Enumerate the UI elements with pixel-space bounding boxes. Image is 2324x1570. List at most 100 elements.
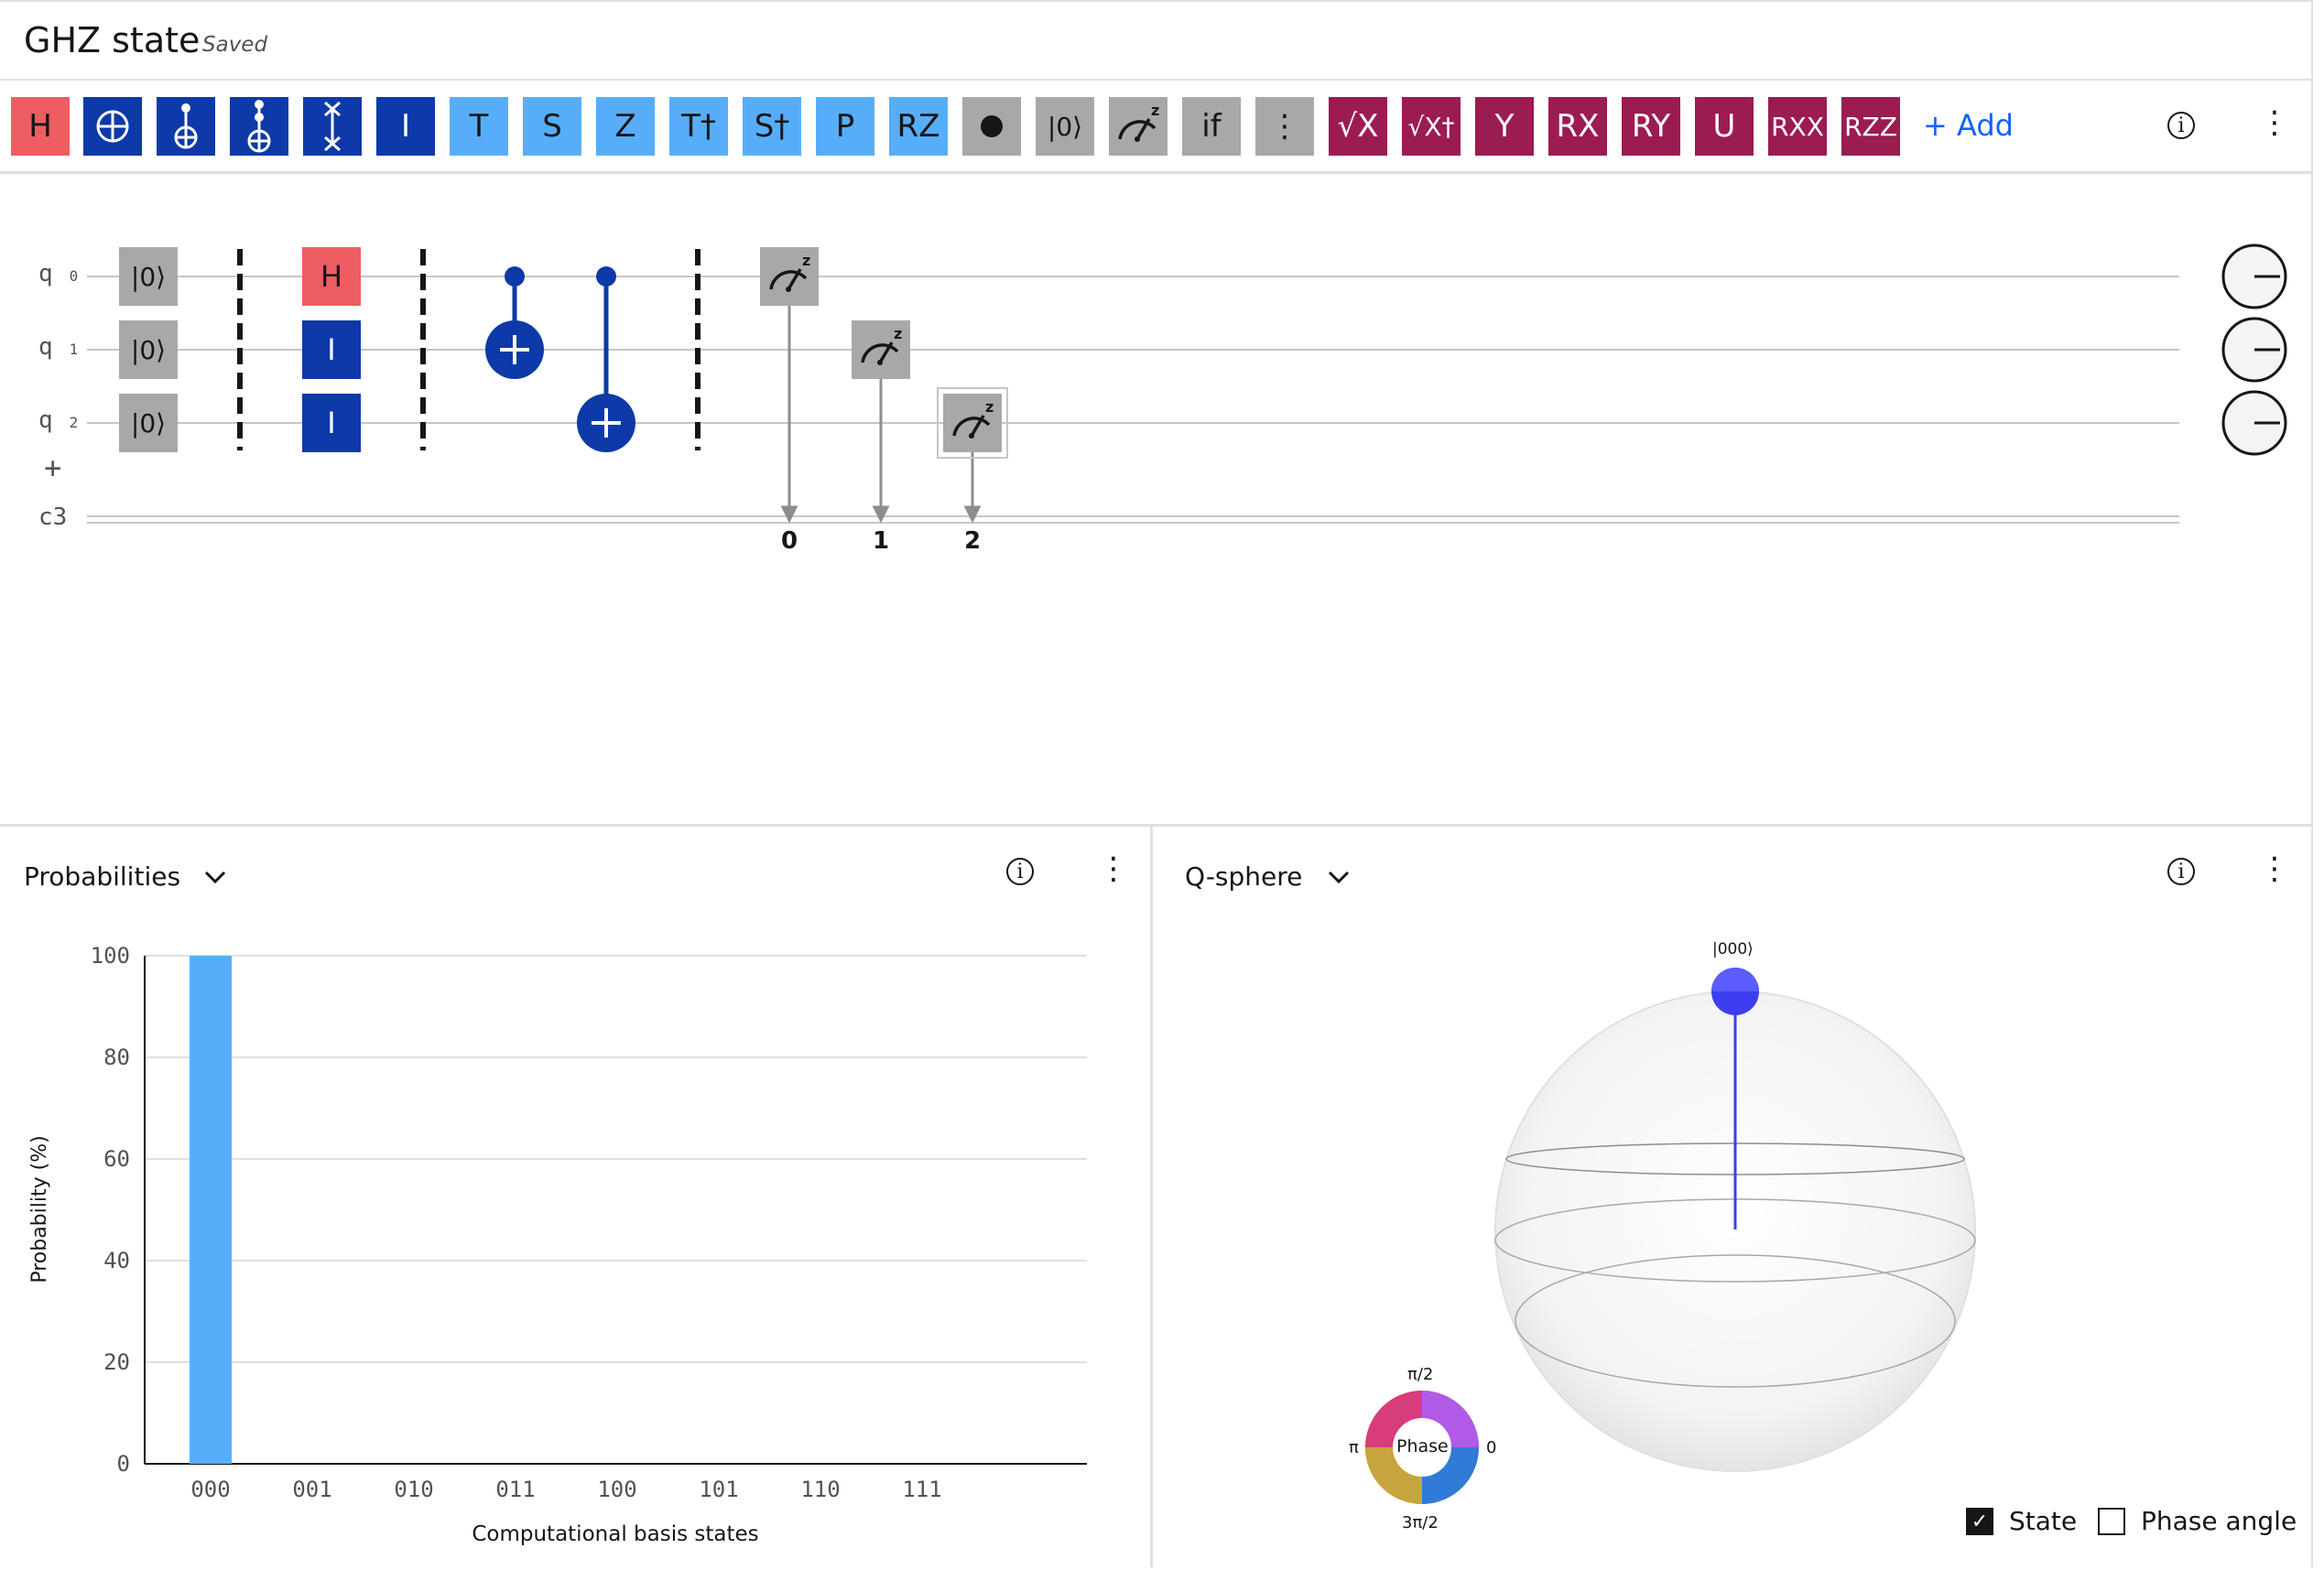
gate-dot-button[interactable] bbox=[962, 97, 1021, 156]
gate-rxx-button[interactable]: RXX bbox=[1768, 97, 1827, 156]
measure-gate-q2[interactable]: z bbox=[943, 394, 1002, 452]
probabilities-panel: Probabilities i ⋮ 0 20 40 60 80 100 000 001 010 0… bbox=[0, 824, 1153, 1567]
gate-ccc-button[interactable] bbox=[230, 97, 288, 156]
gate-sx-button[interactable]: S† bbox=[743, 97, 801, 156]
gate-u-button[interactable]: U bbox=[1695, 97, 1754, 156]
probabilities-dropdown-label[interactable]: Probabilities bbox=[24, 861, 181, 892]
gate-p-button[interactable]: P bbox=[816, 97, 874, 156]
y-tick-label: 100 bbox=[91, 943, 130, 969]
info-icon[interactable]: i bbox=[2167, 112, 2195, 139]
chevron-down-icon[interactable] bbox=[203, 869, 227, 885]
chevron-down-icon[interactable] bbox=[1327, 869, 1351, 885]
measure-gate-q1[interactable]: z bbox=[852, 320, 910, 379]
gate-ry-button[interactable]: RY bbox=[1622, 97, 1680, 156]
gate-x-button[interactable]: ⋮ bbox=[1255, 97, 1314, 156]
classical-bit-index-0: 0 bbox=[781, 527, 798, 555]
svg-text:z: z bbox=[985, 399, 994, 416]
qsphere-visualization bbox=[1365, 968, 1976, 1504]
gate-y-button[interactable]: Y bbox=[1475, 97, 1534, 156]
overflow-menu-icon[interactable]: ⋮ bbox=[1098, 850, 1129, 887]
phase-wheel-title: Phase bbox=[1396, 1436, 1449, 1456]
phase-color-wheel bbox=[1365, 1391, 1479, 1504]
measure-gate-q0[interactable]: z bbox=[760, 247, 819, 306]
x-tick-label: 011 bbox=[495, 1477, 535, 1502]
qsphere-dropdown-label[interactable]: Q-sphere bbox=[1185, 861, 1303, 892]
phase-label-pi: π bbox=[1349, 1438, 1359, 1457]
gate-rzz-button[interactable]: RZZ bbox=[1841, 97, 1900, 156]
info-icon[interactable]: i bbox=[2167, 858, 2195, 885]
x-tick-label: 010 bbox=[394, 1477, 433, 1502]
gate-rz-button[interactable]: RZ bbox=[889, 97, 948, 156]
phase-angle-checkbox-label: Phase angle bbox=[2141, 1506, 2297, 1536]
swap-icon bbox=[312, 99, 353, 154]
overflow-menu-icon[interactable]: ⋮ bbox=[2259, 850, 2290, 887]
hadamard-gate-q0[interactable]: H bbox=[302, 247, 361, 306]
circuit-title[interactable]: GHZ state bbox=[24, 20, 201, 60]
save-status: Saved bbox=[202, 33, 268, 57]
x-tick-label: 100 bbox=[597, 1477, 636, 1502]
x-tick-label: 001 bbox=[292, 1477, 331, 1502]
toffoli-icon bbox=[166, 101, 206, 152]
x-tick-label: 000 bbox=[190, 1477, 230, 1502]
x-tick-label: 111 bbox=[902, 1477, 941, 1502]
classical-bit-index-2: 2 bbox=[964, 527, 982, 555]
identity-gate-q1[interactable]: I bbox=[302, 320, 361, 379]
circuit-canvas bbox=[87, 244, 2287, 524]
gate-rx-button[interactable]: RX bbox=[1548, 97, 1607, 156]
overflow-menu-icon[interactable]: ⋮ bbox=[2259, 104, 2290, 141]
dot-icon bbox=[978, 113, 1005, 140]
gate-toolbar: + Add i ⋮ H I T S Z T† S† P RZ |0⟩ z if ⋮ √X √X† Y RX RY U… bbox=[0, 81, 2313, 174]
svg-text:z: z bbox=[1151, 103, 1159, 119]
y-tick-label: 60 bbox=[103, 1146, 130, 1172]
gate-xxx-button[interactable]: √X† bbox=[1402, 97, 1461, 156]
x-tick-label: 101 bbox=[699, 1477, 738, 1502]
measure-icon: z bbox=[769, 253, 810, 292]
classical-register-label[interactable]: c3 bbox=[38, 503, 68, 531]
x-tick-label: 110 bbox=[800, 1477, 840, 1502]
gate-x0x-button[interactable]: |0⟩ bbox=[1036, 97, 1094, 156]
identity-gate-q2[interactable]: I bbox=[302, 394, 361, 452]
selection-frame bbox=[937, 387, 1008, 459]
y-axis-title: Probability (%) bbox=[28, 1135, 51, 1283]
latitude-ring-2 bbox=[1515, 1254, 1956, 1388]
info-icon[interactable]: i bbox=[1006, 858, 1034, 885]
state-checkbox-label: State bbox=[2009, 1506, 2078, 1536]
measure-icon: z bbox=[952, 399, 994, 439]
gate-cnot-button[interactable] bbox=[83, 97, 142, 156]
gate-i-button[interactable]: I bbox=[376, 97, 435, 156]
y-tick-label: 0 bbox=[117, 1451, 130, 1477]
gate-h-button[interactable]: H bbox=[11, 97, 70, 156]
svg-text:z: z bbox=[802, 253, 810, 269]
measure-icon: z bbox=[1113, 103, 1164, 150]
gate-if-button[interactable]: if bbox=[1182, 97, 1241, 156]
gate-tx-button[interactable]: T† bbox=[669, 97, 728, 156]
gate-z-button[interactable]: Z bbox=[596, 97, 655, 156]
svg-text:z: z bbox=[894, 326, 902, 342]
cnot-gate-q0-q2 bbox=[577, 266, 635, 452]
phase-label-zero: 0 bbox=[1486, 1438, 1497, 1457]
gate-toffoli-button[interactable] bbox=[157, 97, 215, 156]
add-gate-button[interactable]: + Add bbox=[1923, 108, 2014, 143]
state-checkbox[interactable]: ✓ bbox=[1966, 1508, 1993, 1535]
gate-swap-button[interactable] bbox=[303, 97, 362, 156]
reset-gate-q1[interactable]: |0⟩ bbox=[119, 320, 178, 379]
gate-measure-button[interactable]: z bbox=[1109, 97, 1167, 156]
probabilities-chart: 0 20 40 60 80 100 000 001 010 011 100 101 110 111 Comp… bbox=[28, 943, 1087, 1546]
reset-gate-q0[interactable]: |0⟩ bbox=[119, 247, 178, 306]
measure-icon: z bbox=[861, 326, 902, 365]
reset-gate-q2[interactable]: |0⟩ bbox=[119, 394, 178, 452]
gate-xx-button[interactable]: √X bbox=[1329, 97, 1387, 156]
phase-angle-checkbox[interactable] bbox=[2098, 1508, 2125, 1535]
gate-s-button[interactable]: S bbox=[523, 97, 581, 156]
y-tick-label: 20 bbox=[103, 1349, 130, 1375]
cnot-gate-q0-q1 bbox=[485, 266, 544, 379]
cnot-icon bbox=[92, 106, 133, 146]
add-qubit-button[interactable]: + bbox=[44, 450, 62, 485]
bar-000[interactable] bbox=[190, 956, 232, 1464]
gate-t-button[interactable]: T bbox=[450, 97, 508, 156]
y-tick-label: 80 bbox=[103, 1045, 130, 1070]
